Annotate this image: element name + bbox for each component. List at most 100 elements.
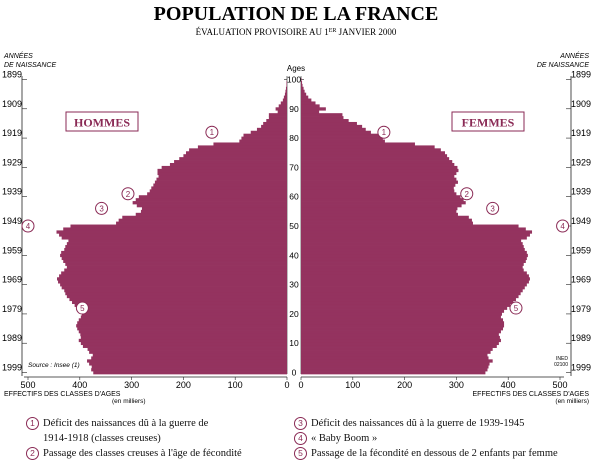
bar-hommes bbox=[239, 139, 287, 143]
bar-femmes bbox=[301, 344, 497, 348]
bar-femmes bbox=[301, 245, 524, 249]
bar-femmes bbox=[301, 236, 527, 240]
note-number: 2 bbox=[26, 447, 39, 460]
bar-hommes bbox=[135, 212, 287, 217]
note-text: Déficit des naissances dû à la guerre de bbox=[43, 418, 209, 429]
bar-femmes bbox=[301, 315, 501, 319]
bar-femmes bbox=[301, 201, 466, 205]
bar-hommes bbox=[147, 192, 287, 196]
year-tick-label-left: 1979 bbox=[2, 304, 22, 314]
bar-hommes bbox=[68, 239, 288, 243]
bar-hommes bbox=[92, 353, 287, 357]
note-number: 5 bbox=[294, 447, 307, 460]
bar-femmes bbox=[301, 177, 457, 181]
annotation-circle bbox=[21, 219, 35, 233]
bar-hommes bbox=[80, 341, 287, 346]
bar-femmes bbox=[301, 347, 493, 351]
credit-2: 02100 bbox=[554, 362, 568, 368]
annotation-circle bbox=[556, 219, 570, 233]
bar-femmes bbox=[301, 151, 446, 155]
bar-hommes bbox=[64, 268, 287, 272]
bar-femmes bbox=[301, 195, 461, 199]
bar-femmes bbox=[301, 224, 519, 228]
x-tick-label-left: 500 bbox=[20, 380, 35, 390]
bar-femmes bbox=[301, 318, 504, 322]
annotation-circle bbox=[95, 201, 109, 215]
bar-hommes bbox=[278, 104, 287, 108]
bar-femmes bbox=[301, 303, 511, 307]
bar-femmes bbox=[301, 198, 464, 202]
bar-hommes bbox=[80, 315, 287, 319]
x-tick-label-left: 300 bbox=[124, 380, 139, 390]
age-tick-label: 90 bbox=[289, 104, 299, 114]
year-tick-label-right: 1989 bbox=[571, 333, 591, 343]
bar-femmes bbox=[301, 189, 455, 193]
bar-hommes bbox=[60, 283, 288, 287]
bar-femmes bbox=[301, 230, 533, 234]
bar-femmes bbox=[301, 171, 457, 176]
bar-femmes bbox=[301, 312, 502, 316]
bar-hommes bbox=[138, 195, 287, 199]
bar-hommes bbox=[116, 221, 287, 225]
annotation-circle bbox=[509, 301, 523, 315]
note-number: 4 bbox=[294, 432, 307, 445]
bar-femmes bbox=[301, 142, 415, 146]
annotation-number: 1 bbox=[382, 128, 387, 137]
bar-hommes bbox=[283, 95, 287, 99]
bar-hommes bbox=[57, 277, 288, 281]
bar-femmes bbox=[301, 133, 382, 137]
year-tick-labels: 1899 1899 1909 1909 1919 1919 1929 1929 1939 1939… bbox=[2, 69, 591, 372]
bar-hommes bbox=[59, 233, 287, 237]
bar-femmes bbox=[301, 157, 450, 161]
bar-hommes bbox=[256, 127, 287, 132]
x-tick-label-left: 400 bbox=[72, 380, 87, 390]
chart-subtitle: ÉVALUATION PROVISOIRE AU 1ER JANVIER 200… bbox=[196, 27, 397, 37]
bar-hommes bbox=[275, 107, 287, 111]
x-tick-label-right: 0 bbox=[298, 380, 303, 390]
bar-femmes bbox=[301, 221, 473, 225]
bar-femmes bbox=[301, 306, 508, 310]
bar-femmes bbox=[301, 259, 526, 263]
year-tick-label-right: 1959 bbox=[571, 245, 591, 255]
year-tick-label-left: 1909 bbox=[2, 99, 22, 109]
bar-hommes bbox=[59, 274, 287, 278]
bar-femmes bbox=[301, 239, 522, 243]
bar-hommes bbox=[263, 121, 287, 126]
annotation-circle bbox=[121, 187, 135, 201]
bar-femmes bbox=[301, 253, 528, 258]
bar-femmes bbox=[301, 162, 455, 167]
bar-hommes bbox=[78, 338, 287, 343]
note-1: 1 Déficit des naissances dû à la guerre … bbox=[26, 416, 242, 431]
bar-hommes bbox=[213, 142, 287, 146]
bar-hommes bbox=[261, 124, 287, 129]
bar-hommes bbox=[285, 86, 287, 91]
bar-femmes bbox=[301, 89, 305, 94]
bar-hommes bbox=[157, 168, 287, 173]
year-tick-label-left: 1899 bbox=[2, 69, 22, 79]
age-tick-labels: 0 10 20 30 40 50 60 70 80 90 100 bbox=[287, 74, 301, 377]
x-tick-label-right: 300 bbox=[449, 380, 464, 390]
bar-femmes bbox=[301, 215, 469, 220]
year-tick-label-left: 1969 bbox=[2, 275, 22, 285]
bar-hommes bbox=[169, 162, 287, 167]
note-5: 5 Passage de la fécondité en dessous de … bbox=[294, 446, 558, 461]
annotation-number: 5 bbox=[80, 304, 85, 313]
subtitle-main: ÉVALUATION PROVISOIRE AU 1 bbox=[196, 27, 329, 37]
bar-femmes bbox=[301, 121, 357, 126]
annotation-marker: 2 bbox=[121, 187, 135, 201]
bar-hommes bbox=[285, 89, 287, 94]
bar-femmes bbox=[301, 165, 458, 170]
left-axis-label-2: DE NAISSANCE bbox=[4, 62, 56, 69]
bar-femmes bbox=[301, 92, 307, 96]
right-axis-label-1: ANNÉES bbox=[559, 51, 589, 60]
bar-hommes bbox=[74, 303, 288, 307]
bar-femmes bbox=[301, 130, 371, 135]
bar-femmes bbox=[301, 356, 489, 360]
bar-hommes bbox=[64, 289, 287, 293]
age-tick-label: 100 bbox=[287, 74, 301, 84]
bar-femmes bbox=[301, 300, 514, 305]
age-tick-label: 80 bbox=[289, 133, 299, 143]
bar-femmes bbox=[301, 160, 453, 164]
bar-femmes bbox=[301, 362, 490, 366]
year-tick-label-left: 1939 bbox=[2, 187, 22, 197]
